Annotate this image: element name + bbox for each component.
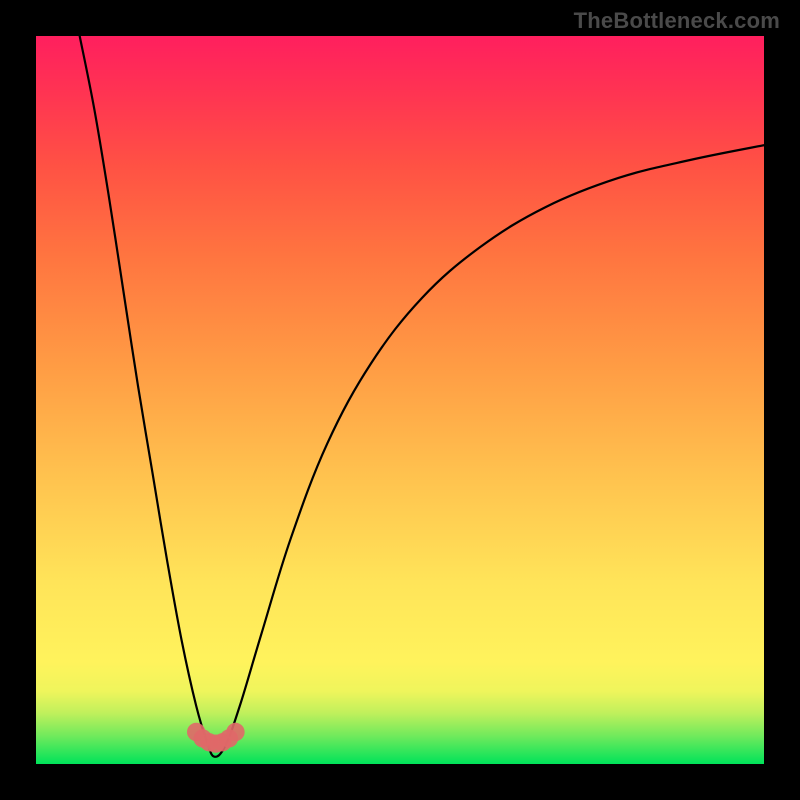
v-curve-chart xyxy=(36,36,764,764)
gradient-background xyxy=(36,36,764,764)
watermark-text: TheBottleneck.com xyxy=(574,8,780,34)
